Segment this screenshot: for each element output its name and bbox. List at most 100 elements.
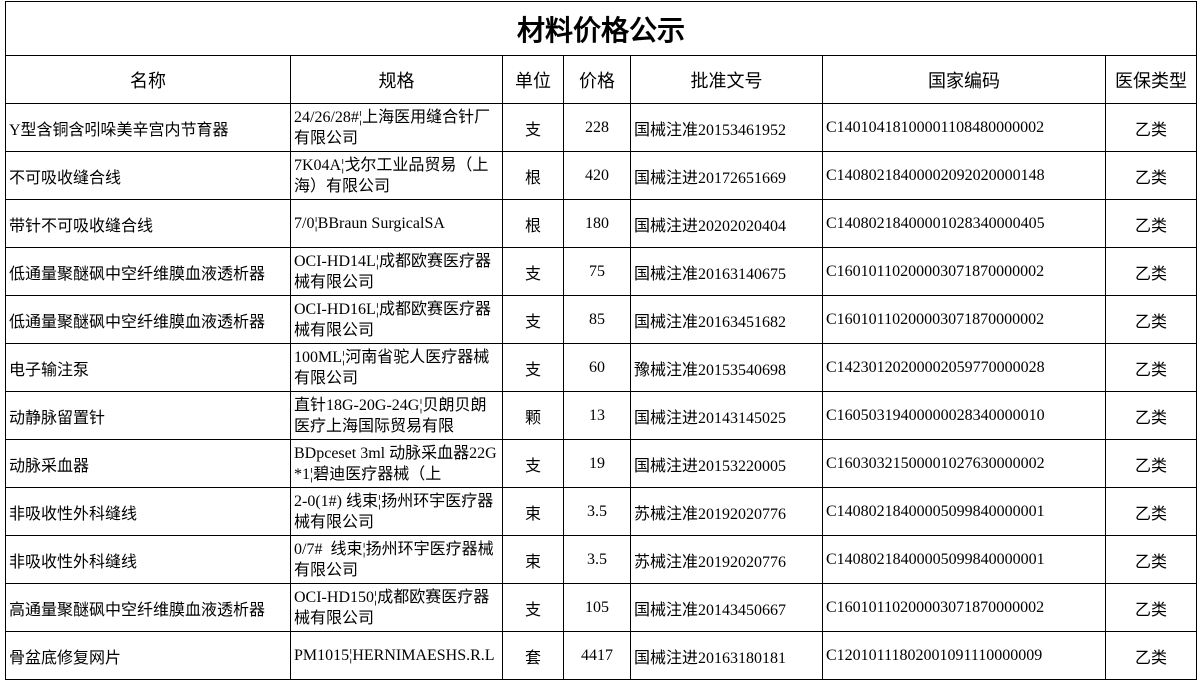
header-cell: 医保类型 (1104, 55, 1198, 104)
code-cell: C16030321500001027630000002 (822, 439, 1106, 488)
approval-cell: 国械注准20153461952 (630, 103, 823, 152)
name-cell: 高通量聚醚砜中空纤维膜血液透析器 (5, 583, 291, 632)
unit-cell: 束 (502, 487, 564, 536)
approval-cell: 豫械注准20153540698 (630, 343, 823, 392)
table-row: 骨盆底修复网片 PM1015¦HERNIMAESHS.R.L 套 4417 国械注进20… (5, 631, 1198, 680)
table-row: 带针不可吸收缝合线 7/0¦BBraun SurgicalSA 根 180 国械注进20… (5, 199, 1198, 248)
spec-text: 7K04A¦戈尔工业品贸易（上海）有限公司 (294, 156, 489, 195)
code-cell: C14080218400005099840000001 (822, 487, 1106, 536)
unit-cell: 套 (502, 631, 564, 680)
type-cell: 乙类 (1104, 151, 1198, 200)
type-cell: 乙类 (1104, 295, 1198, 344)
unit-cell: 根 (502, 151, 564, 200)
table-title: 材料价格公示 (4, 1, 1198, 56)
name-cell: 不可吸收缝合线 (5, 151, 291, 200)
code-cell: C14080218400001028340000405 (822, 199, 1106, 248)
spec-cell: 7K04A¦戈尔工业品贸易（上海）有限公司 (290, 151, 503, 200)
approval-cell: 苏械注准20192020776 (630, 535, 823, 584)
name-cell: 非吸收性外科缝线 (5, 535, 291, 584)
name-cell: 动脉采血器 (5, 439, 291, 488)
table-row: 非吸收性外科缝线 2-0(1#) 线束¦扬州环宇医疗器械有限公司束 3.5 苏械注准2… (5, 487, 1198, 536)
table-row: 低通量聚醚砜中空纤维膜血液透析器 OCI-HD14L¦成都欧赛医疗器械有限公司支 7… (5, 247, 1198, 296)
header-cell: 名称 (5, 55, 291, 104)
type-cell: 乙类 (1104, 631, 1198, 680)
spec-text: 0/7# 线束¦扬州环宇医疗器械有限公司 (294, 540, 494, 579)
table-row: 动静脉留置针 直针18G-20G-24G¦贝朗贝朗医疗上海国际贸易有限颗 13 国械注… (5, 391, 1198, 440)
price-table: 材料价格公示 名称 规格 单位 价格 批准文号 国家编码 医保类型 Y型含铜含吲哚美辛宫内节… (4, 1, 1198, 680)
unit-cell: 支 (502, 343, 564, 392)
spec-cell: 7/0¦BBraun SurgicalSA (290, 199, 503, 248)
header-cell: 单位 (502, 55, 564, 104)
approval-cell: 国械注准20163140675 (630, 247, 823, 296)
code-cell: C14010418100001108480000002 (822, 103, 1106, 152)
code-cell: C12010111802001091110000009 (822, 631, 1106, 680)
approval-cell: 国械注进20153220005 (630, 439, 823, 488)
table-row: 低通量聚醚砜中空纤维膜血液透析器 OCI-HD16L¦成都欧赛医疗器械有限公司支 8… (5, 295, 1198, 344)
code-cell: C16050319400000028340000010 (822, 391, 1106, 440)
price-cell: 105 (563, 583, 631, 632)
spec-text: OCI-HD16L¦成都欧赛医疗器械有限公司 (294, 300, 491, 339)
spec-cell: 直针18G-20G-24G¦贝朗贝朗医疗上海国际贸易有限 (290, 391, 503, 440)
spec-text: 直针18G-20G-24G¦贝朗贝朗医疗上海国际贸易有限 (294, 396, 487, 435)
price-cell: 19 (563, 439, 631, 488)
approval-cell: 国械注进20143145025 (630, 391, 823, 440)
name-cell: 非吸收性外科缝线 (5, 487, 291, 536)
name-cell: 骨盆底修复网片 (5, 631, 291, 680)
price-cell: 3.5 (563, 487, 631, 536)
spec-cell: BDpceset 3ml 动脉采血器22G*1¦碧迪医疗器械（上 (290, 439, 503, 488)
type-cell: 乙类 (1104, 247, 1198, 296)
type-cell: 乙类 (1104, 199, 1198, 248)
unit-cell: 束 (502, 535, 564, 584)
type-cell: 乙类 (1104, 583, 1198, 632)
code-cell: C16010110200003071870000002 (822, 247, 1106, 296)
table-row: 电子输注泵 100ML¦河南省驼人医疗器械有限公司支 60 豫械注准201535406… (5, 343, 1198, 392)
name-cell: 电子输注泵 (5, 343, 291, 392)
spec-text: 24/26/28#¦上海医用缝合针厂有限公司 (294, 108, 491, 147)
name-cell: 低通量聚醚砜中空纤维膜血液透析器 (5, 247, 291, 296)
spec-text: 100ML¦河南省驼人医疗器械有限公司 (294, 348, 490, 387)
price-cell: 228 (563, 103, 631, 152)
spec-text: BDpceset 3ml 动脉采血器22G*1¦碧迪医疗器械（上 (294, 444, 497, 483)
table-row: 高通量聚醚砜中空纤维膜血液透析器 OCI-HD150¦成都欧赛医疗器械有限公司支 1… (5, 583, 1198, 632)
unit-cell: 支 (502, 247, 564, 296)
spec-cell: OCI-HD16L¦成都欧赛医疗器械有限公司 (290, 295, 503, 344)
type-cell: 乙类 (1104, 439, 1198, 488)
type-cell: 乙类 (1104, 487, 1198, 536)
table-row: Y型含铜含吲哚美辛宫内节育器 24/26/28#¦上海医用缝合针厂有限公司支 228… (5, 103, 1198, 152)
spec-text: 2-0(1#) 线束¦扬州环宇医疗器械有限公司 (294, 492, 494, 531)
code-cell: C14080218400005099840000001 (822, 535, 1106, 584)
spec-cell: 2-0(1#) 线束¦扬州环宇医疗器械有限公司 (290, 487, 503, 536)
code-cell: C14230120200002059770000028 (822, 343, 1106, 392)
table-row: 不可吸收缝合线 7K04A¦戈尔工业品贸易（上海）有限公司根 420 国械注进2017… (5, 151, 1198, 200)
unit-cell: 支 (502, 583, 564, 632)
unit-cell: 支 (502, 103, 564, 152)
approval-cell: 国械注准20143450667 (630, 583, 823, 632)
price-cell: 85 (563, 295, 631, 344)
type-cell: 乙类 (1104, 103, 1198, 152)
price-cell: 60 (563, 343, 631, 392)
type-cell: 乙类 (1104, 391, 1198, 440)
spec-cell: OCI-HD14L¦成都欧赛医疗器械有限公司 (290, 247, 503, 296)
code-cell: C16010110200003071870000002 (822, 583, 1106, 632)
price-cell: 4417 (563, 631, 631, 680)
spec-cell: PM1015¦HERNIMAESHS.R.L (290, 631, 503, 680)
table-row: 动脉采血器 BDpceset 3ml 动脉采血器22G*1¦碧迪医疗器械（上支 19… (5, 439, 1198, 488)
approval-cell: 国械注进20163180181 (630, 631, 823, 680)
name-cell: 低通量聚醚砜中空纤维膜血液透析器 (5, 295, 291, 344)
header-cell: 规格 (290, 55, 503, 104)
approval-cell: 苏械注准20192020776 (630, 487, 823, 536)
header-cell: 批准文号 (630, 55, 823, 104)
spec-text: PM1015¦HERNIMAESHS.R.L (294, 647, 495, 664)
header-row: 名称 规格 单位 价格 批准文号 国家编码 医保类型 (5, 55, 1198, 104)
price-cell: 13 (563, 391, 631, 440)
spec-cell: 24/26/28#¦上海医用缝合针厂有限公司 (290, 103, 503, 152)
price-cell: 420 (563, 151, 631, 200)
price-cell: 75 (563, 247, 631, 296)
spec-cell: 0/7# 线束¦扬州环宇医疗器械有限公司 (290, 535, 503, 584)
type-cell: 乙类 (1104, 343, 1198, 392)
unit-cell: 根 (502, 199, 564, 248)
table-row: 非吸收性外科缝线 0/7# 线束¦扬州环宇医疗器械有限公司束 3.5 苏械注准2019… (5, 535, 1198, 584)
price-cell: 180 (563, 199, 631, 248)
unit-cell: 支 (502, 439, 564, 488)
